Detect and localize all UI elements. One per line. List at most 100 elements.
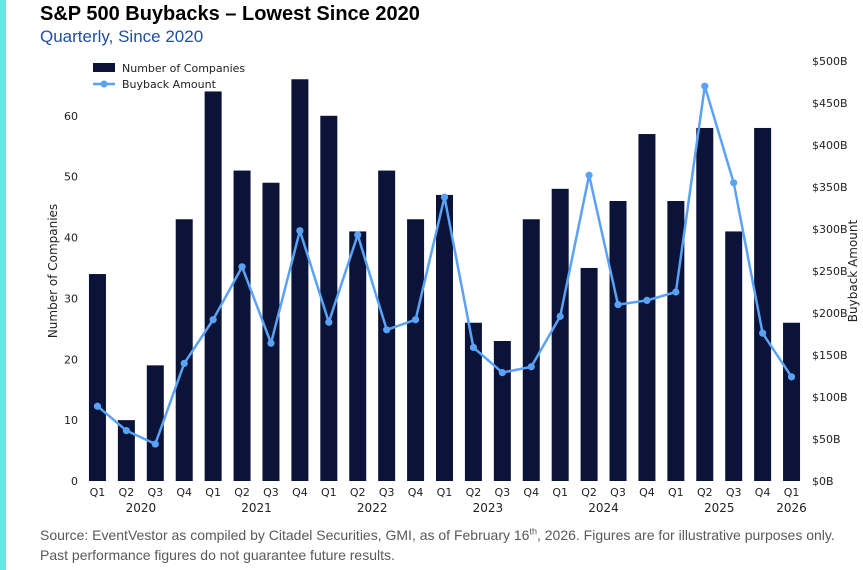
bar-companies [175,219,193,481]
y2-tick-label: $100B [812,391,848,404]
y-tick-label: 30 [64,292,78,305]
bar-companies [754,127,772,482]
x-tick-label: Q2 [697,486,713,499]
y2-tick-label: $50B [812,433,841,446]
x-year-label: 2022 [357,501,388,515]
bar-companies [233,170,251,481]
bar-companies [436,194,453,482]
x-tick-label: Q2 [466,486,482,499]
y2-tick-label: $200B [812,307,848,320]
x-tick-label: Q2 [350,486,366,499]
buyback-point [556,312,564,320]
buyback-point [296,227,304,235]
legend: Number of Companies Buyback Amount [93,62,245,91]
y2-tick-label: $350B [812,181,848,194]
bar-companies [291,79,309,482]
y-axis-left-title: Number of Companies [46,204,60,338]
x-tick-label: Q4 [755,486,771,499]
bar-companies [783,322,801,481]
buyback-point [238,263,246,271]
x-tick-label: Q3 [726,486,742,499]
buyback-point [354,231,362,239]
buyback-point [151,440,159,448]
y-tick-label: 50 [64,171,78,184]
x-year-label: 2020 [126,501,157,515]
x-tick-label: Q4 [408,486,424,499]
legend-label-companies: Number of Companies [122,62,245,75]
source-text-rest: , 2026. Figures are for illustrative pur… [40,527,835,563]
bar-companies [88,274,106,481]
bar-companies [609,201,627,481]
x-tick-label: Q1 [205,486,221,499]
y-tick-label: 10 [64,414,78,427]
bar-companies [522,219,540,481]
y-tick-label: 0 [71,475,78,488]
buyback-point [527,363,535,371]
x-tick-label: Q4 [292,486,308,499]
x-tick-label: Q2 [581,486,597,499]
buybacks-chart: Number of Companies Buyback Amount Numbe… [46,55,860,515]
buyback-point [585,171,593,179]
x-tick-label: Q4 [176,486,192,499]
buyback-point [614,301,622,309]
x-tick-label: Q2 [119,486,135,499]
buyback-point [209,316,217,324]
y-tick-label: 40 [64,232,78,245]
x-tick-label: Q3 [495,486,511,499]
x-tick-label: Q4 [523,486,539,499]
x-year-label: 2026 [776,501,807,515]
y-tick-label: 60 [64,110,78,123]
x-tick-label: Q3 [610,486,626,499]
accent-bar [0,0,6,570]
y2-tick-label: $400B [812,139,848,152]
legend-swatch-buyback-marker [100,80,108,88]
x-tick-label: Q3 [147,486,163,499]
bar-companies [320,115,338,482]
bar-companies [204,91,222,481]
x-tick-label: Q4 [639,486,655,499]
x-tick-label: Q1 [668,486,684,499]
y2-tick-label: $500B [812,55,848,68]
y2-tick-label: $150B [812,349,848,362]
chart-subtitle: Quarterly, Since 2020 [40,27,204,46]
bar-companies [262,182,280,481]
x-tick-label: Q3 [263,486,279,499]
bar-companies [725,231,743,481]
y-axis-right-title: Buyback Amount [846,219,860,322]
source-text: Source: EventVestor as compiled by Citad… [40,527,530,543]
buyback-point [469,343,478,352]
buyback-point [267,339,275,347]
x-year-label: 2024 [588,501,619,515]
buyback-point [701,82,709,90]
y-tick-label: 20 [64,353,78,366]
y2-tick-label: $250B [812,265,848,278]
bar-companies [580,267,598,481]
chart-title: S&P 500 Buybacks – Lowest Since 2020 [40,3,420,25]
x-tick-label: Q1 [90,486,106,499]
buyback-point [759,329,767,337]
x-tick-label: Q2 [234,486,250,499]
bar-companies [493,341,511,481]
legend-label-buyback: Buyback Amount [122,78,217,91]
bar-companies [349,231,367,481]
buyback-point [411,316,420,324]
y2-tick-label: $450B [812,97,848,110]
source-note: Source: EventVestor as compiled by Citad… [40,525,852,565]
buyback-point [643,296,651,304]
x-year-label: 2023 [473,501,504,515]
buyback-point [498,369,506,377]
bar-companies [117,420,135,481]
buyback-point [93,402,102,410]
x-tick-label: Q1 [784,486,800,499]
legend-swatch-companies [93,63,115,72]
buyback-point [383,326,391,334]
bar-companies [638,134,656,482]
source-superscript: th [529,526,537,537]
buyback-point [787,373,796,381]
buyback-point [672,288,680,296]
buyback-point [122,427,130,435]
y2-tick-label: $300B [812,223,848,236]
x-tick-label: Q1 [437,486,453,499]
bar-companies [146,365,164,481]
bar-companies [696,127,714,482]
